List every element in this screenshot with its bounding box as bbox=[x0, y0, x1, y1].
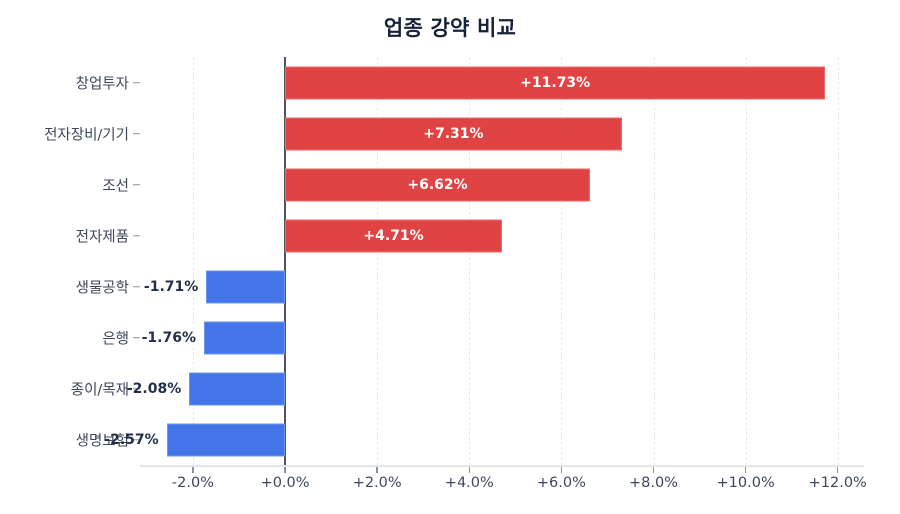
y-axis-category-label: 조선 bbox=[102, 178, 129, 194]
x-tick-label: +2.0% bbox=[352, 475, 402, 491]
gridline bbox=[192, 57, 194, 465]
x-tick-label: +12.0% bbox=[808, 475, 867, 491]
y-axis-category-label: 전자제품 bbox=[75, 229, 129, 245]
gridline bbox=[837, 57, 839, 465]
y-tick-mark bbox=[133, 183, 140, 186]
y-tick-mark bbox=[133, 81, 140, 84]
bar-positive[interactable] bbox=[285, 219, 502, 252]
x-tick-mark bbox=[376, 467, 378, 473]
y-axis-category-label: 생물공학 bbox=[75, 280, 129, 296]
bar-value-label: +6.62% bbox=[407, 176, 468, 193]
x-tick-mark bbox=[468, 467, 471, 473]
bar-positive[interactable] bbox=[285, 117, 622, 150]
gridline bbox=[745, 57, 747, 465]
gridline bbox=[377, 57, 379, 465]
bar-negative[interactable] bbox=[166, 423, 286, 456]
bar-value-label: -2.08% bbox=[126, 380, 182, 397]
y-tick-mark bbox=[133, 438, 140, 441]
x-axis-line bbox=[140, 465, 864, 467]
y-axis-category-label: 생명보험 bbox=[75, 433, 129, 449]
bar-value-label: +4.71% bbox=[363, 227, 424, 244]
chart-title: 업종 강약 비교 bbox=[383, 16, 517, 40]
bar-negative[interactable] bbox=[189, 372, 286, 405]
x-tick-label: +0.0% bbox=[260, 475, 310, 491]
y-axis-category-label: 창업투자 bbox=[75, 76, 129, 92]
bar-positive[interactable] bbox=[285, 66, 826, 99]
x-tick-label: -2.0% bbox=[171, 475, 214, 491]
y-axis-category-label: 전자장비/기기 bbox=[44, 127, 129, 143]
y-axis-category-label: 은행 bbox=[102, 331, 129, 347]
x-tick-label: +10.0% bbox=[716, 475, 775, 491]
y-axis-category-label: 종이/목재 bbox=[70, 382, 129, 398]
x-tick-mark bbox=[560, 467, 563, 473]
bar-value-label: +7.31% bbox=[423, 125, 484, 142]
x-tick-label: +8.0% bbox=[629, 475, 679, 491]
bar-positive[interactable] bbox=[285, 168, 590, 201]
x-tick-mark bbox=[836, 467, 839, 473]
y-tick-mark bbox=[133, 285, 140, 288]
bar-negative[interactable] bbox=[204, 321, 286, 354]
bar-value-label: +11.73% bbox=[520, 74, 591, 91]
gridline bbox=[469, 57, 471, 465]
gridline bbox=[653, 57, 655, 465]
x-tick-label: +6.0% bbox=[536, 475, 586, 491]
bar-negative[interactable] bbox=[206, 270, 286, 303]
x-tick-mark bbox=[744, 467, 747, 473]
x-tick-mark bbox=[284, 467, 286, 473]
plot-area bbox=[140, 57, 864, 465]
bar-value-label: -1.76% bbox=[141, 329, 197, 346]
x-tick-mark bbox=[192, 467, 194, 473]
y-tick-mark bbox=[133, 336, 140, 339]
x-tick-label: +4.0% bbox=[444, 475, 494, 491]
y-tick-mark bbox=[133, 234, 140, 237]
zero-axis-line bbox=[284, 57, 287, 465]
x-tick-mark bbox=[652, 467, 655, 473]
y-tick-mark bbox=[133, 132, 140, 135]
gridline bbox=[561, 57, 563, 465]
y-tick-mark bbox=[133, 387, 140, 390]
bar-value-label: -2.57% bbox=[104, 431, 159, 448]
bar-value-label: -1.71% bbox=[143, 278, 199, 295]
